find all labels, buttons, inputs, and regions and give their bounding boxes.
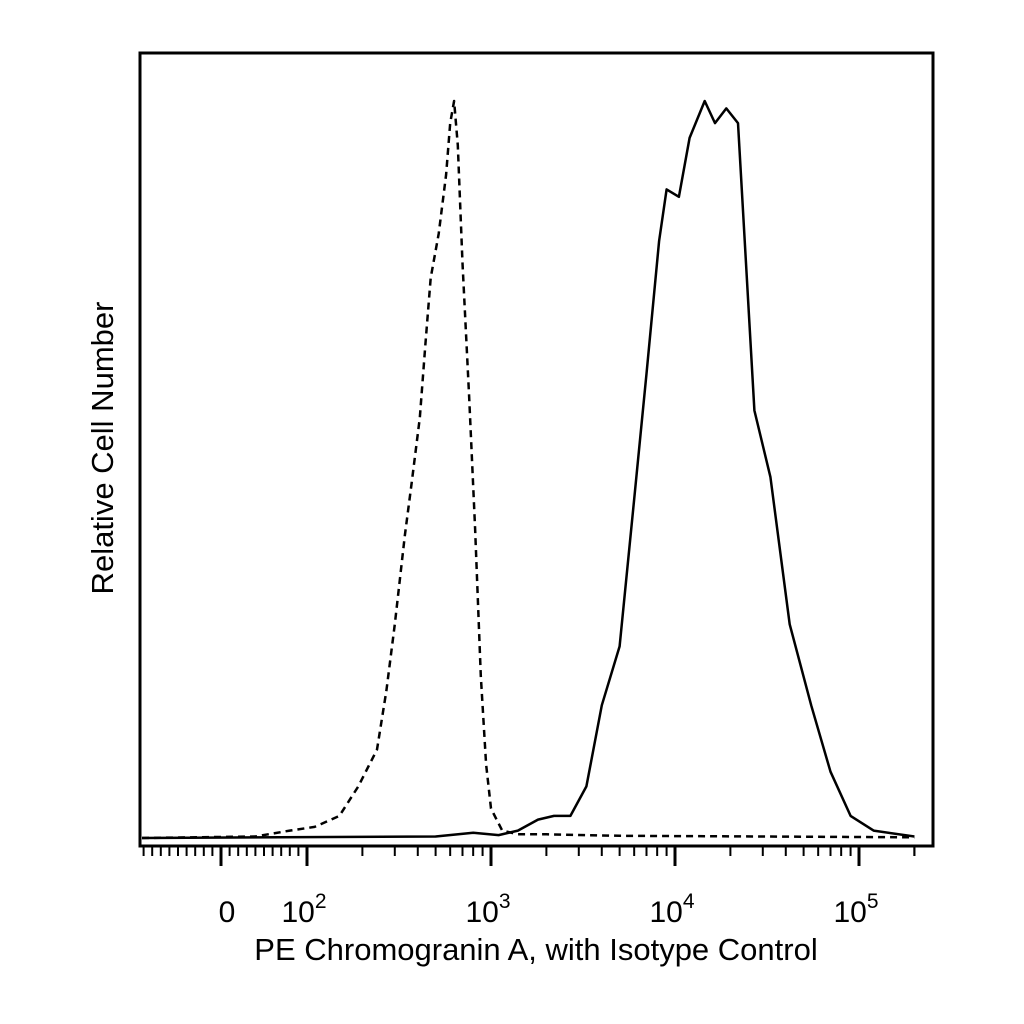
x-tick-label: 103 [465, 890, 510, 929]
plot-frame [138, 51, 935, 848]
series-layer [141, 99, 915, 840]
x-axis-tick-labels: 0 102 103 104 105 [219, 890, 879, 929]
chromogranin-a-curve [141, 99, 915, 840]
x-axis-major-ticks [219, 846, 861, 866]
x-tick-label: 105 [833, 890, 878, 929]
x-tick-label: 0 [219, 896, 236, 929]
x-axis-minor-ticks [142, 846, 916, 856]
isotype-control-curve [141, 99, 915, 840]
y-axis-label: Relative Cell Number [85, 302, 120, 595]
x-tick-label: 104 [649, 890, 694, 929]
x-tick-label: 102 [281, 890, 326, 929]
x-axis-label: PE Chromogranin A, with Isotype Control [254, 932, 817, 967]
